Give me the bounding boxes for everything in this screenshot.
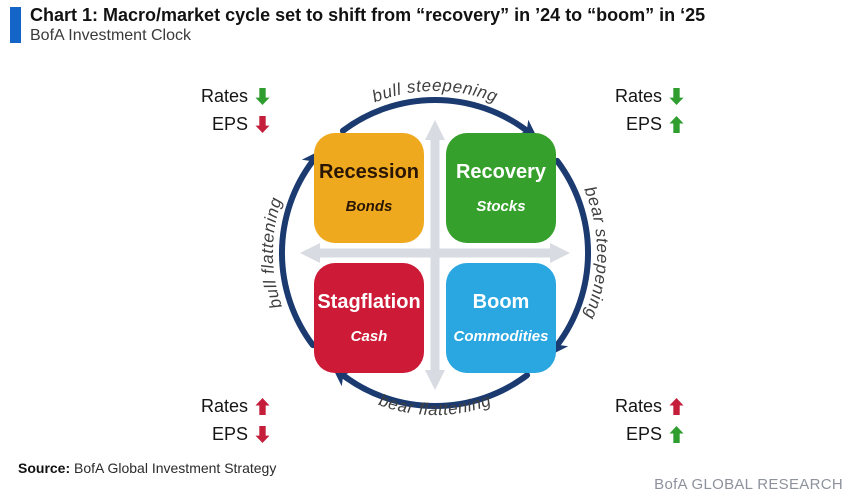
indicator-top-right: Rates EPS bbox=[590, 82, 684, 138]
eps-indicator: EPS bbox=[176, 110, 270, 138]
down-arrow-icon bbox=[255, 425, 270, 443]
indicator-bottom-left: Rates EPS bbox=[176, 392, 270, 448]
rates-indicator: Rates bbox=[176, 392, 270, 420]
title-accent-bar bbox=[10, 7, 21, 43]
up-arrow-icon bbox=[255, 397, 270, 415]
brand-mark: BofA GLOBAL RESEARCH bbox=[654, 476, 843, 493]
left-cycle-arrow bbox=[278, 150, 321, 349]
eps-label: EPS bbox=[211, 113, 248, 134]
eps-label: EPS bbox=[625, 423, 662, 444]
quadrant-asset-label: Cash bbox=[350, 328, 388, 345]
source-text: BofA Global Investment Strategy bbox=[70, 460, 277, 476]
down-arrow-icon bbox=[669, 87, 684, 105]
eps-label: EPS bbox=[625, 113, 662, 134]
up-arrow-icon bbox=[669, 115, 684, 133]
chart-title: Chart 1: Macro/market cycle set to shift… bbox=[30, 5, 706, 25]
quadrant-phase-label: Recovery bbox=[455, 161, 547, 183]
rates-label: Rates bbox=[614, 85, 662, 106]
down-arrow-icon bbox=[255, 115, 270, 133]
quadrant-recession: Recession Bonds bbox=[314, 133, 424, 243]
quadrant-asset-label: Bonds bbox=[345, 198, 393, 215]
rates-label: Rates bbox=[200, 395, 248, 416]
quadrant-boom: Boom Commodities bbox=[446, 263, 556, 373]
right-cycle-arrow bbox=[549, 157, 592, 356]
source-label: Source: bbox=[18, 460, 71, 476]
down-arrow-icon bbox=[255, 87, 270, 105]
eps-indicator: EPS bbox=[176, 420, 270, 448]
up-arrow-icon bbox=[669, 425, 684, 443]
up-arrow-icon bbox=[669, 397, 684, 415]
bottom-transition-label: bear flattening bbox=[376, 391, 493, 420]
quadrant-asset-label: Commodities bbox=[453, 328, 549, 345]
rates-label: Rates bbox=[200, 85, 248, 106]
cycle-arrows bbox=[278, 96, 592, 410]
top-cycle-arrow bbox=[339, 96, 538, 139]
eps-label: EPS bbox=[211, 423, 248, 444]
quadrant-phase-label: Stagflation bbox=[317, 291, 421, 313]
bottom-cycle-arrow bbox=[332, 367, 531, 410]
rates-indicator: Rates bbox=[590, 82, 684, 110]
rates-indicator: Rates bbox=[176, 82, 270, 110]
indicator-bottom-right: Rates EPS bbox=[590, 392, 684, 448]
source-note: Source: BofA Global Investment Strategy bbox=[18, 460, 276, 476]
eps-indicator: EPS bbox=[590, 110, 684, 138]
quadrant-phase-label: Recession bbox=[318, 161, 420, 183]
quadrant-stagflation: Stagflation Cash bbox=[314, 263, 424, 373]
axis-cross bbox=[300, 120, 570, 390]
quadrant-recovery: Recovery Stocks bbox=[446, 133, 556, 243]
indicator-top-left: Rates EPS bbox=[176, 82, 270, 138]
chart-subtitle: BofA Investment Clock bbox=[30, 27, 191, 44]
rates-label: Rates bbox=[614, 395, 662, 416]
quadrant-phase-label: Boom bbox=[472, 291, 530, 313]
eps-indicator: EPS bbox=[590, 420, 684, 448]
rates-indicator: Rates bbox=[590, 392, 684, 420]
quadrant-asset-label: Stocks bbox=[476, 198, 526, 215]
